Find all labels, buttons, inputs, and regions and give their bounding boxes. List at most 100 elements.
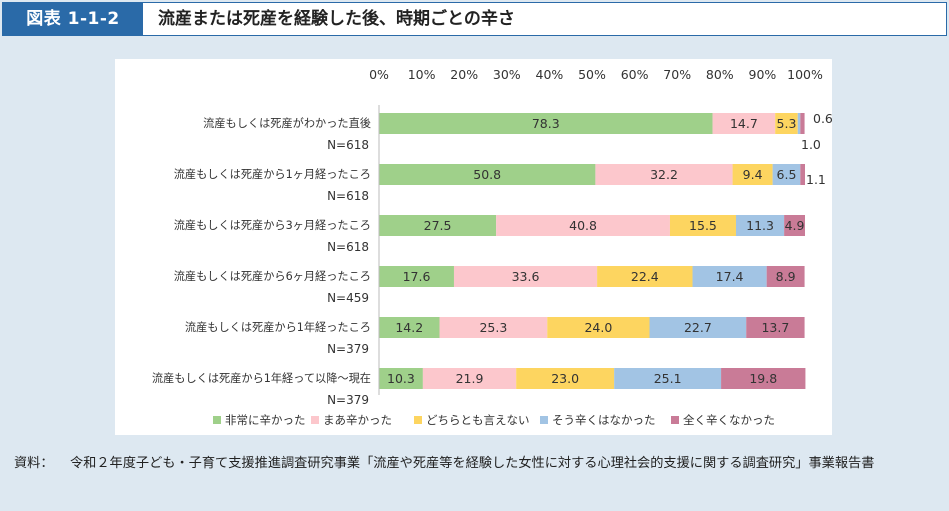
legend-label: 全く辛くなかった: [683, 413, 775, 427]
x-tick-label: 90%: [749, 67, 777, 82]
x-tick-label: 20%: [450, 67, 478, 82]
bar-segment: [797, 113, 801, 134]
bar-segment: [379, 164, 596, 185]
data-label: 0.6: [813, 111, 832, 126]
data-label: 25.3: [479, 320, 507, 335]
data-label: 10.3: [387, 371, 415, 386]
data-label: 27.5: [424, 218, 452, 233]
category-n-label: N=379: [327, 342, 369, 356]
bar-segment: [597, 266, 693, 287]
legend-label: どちらとも言えない: [426, 413, 530, 427]
category-n-label: N=618: [327, 138, 369, 152]
x-tick-label: 60%: [621, 67, 649, 82]
data-label: 15.5: [689, 218, 717, 233]
bar-segment: [721, 368, 806, 389]
category-label: 流産もしくは死産がわかった直後: [203, 116, 371, 130]
data-label: 50.8: [473, 167, 501, 182]
bar-segment: [712, 113, 776, 134]
category-n-label: N=618: [327, 189, 369, 203]
bar-segment: [379, 215, 497, 236]
category-n-label: N=618: [327, 240, 369, 254]
data-label: 17.4: [716, 269, 744, 284]
bar-segment: [379, 368, 423, 389]
data-label: 14.7: [730, 116, 758, 131]
source-text: 令和２年度子ども・子育て支援推進調査研究事業「流産や死産等を経験した女性に対する…: [70, 456, 875, 471]
legend-swatch: [671, 416, 679, 424]
bar-segment: [595, 164, 733, 185]
bar-segment: [516, 368, 615, 389]
category-label: 流産もしくは死産から1ヶ月経ったころ: [174, 167, 371, 181]
data-label: 5.3: [777, 116, 797, 131]
data-label: 6.5: [777, 167, 797, 182]
x-tick-label: 80%: [706, 67, 734, 82]
x-tick-label: 10%: [408, 67, 436, 82]
category-label: 流産もしくは死産から1年経って以降～現在: [152, 371, 371, 385]
bar-segment: [784, 215, 805, 236]
data-label: 11.3: [746, 218, 774, 233]
data-label: 1.0: [801, 137, 821, 152]
data-label: 19.8: [749, 371, 777, 386]
bar-segment: [379, 317, 440, 338]
bar-segment: [496, 215, 670, 236]
bar-segment: [547, 317, 650, 338]
bar-segment: [772, 164, 801, 185]
data-label: 21.9: [456, 371, 484, 386]
category-label: 流産もしくは死産から3ヶ月経ったころ: [174, 218, 371, 232]
chart-panel: 0% 10% 20% 30% 40% 50% 60% 70% 80% 90% 100% 流産もしくは死…: [115, 59, 832, 435]
legend-swatch: [540, 416, 548, 424]
data-label: 1.1: [806, 172, 826, 187]
figure-title: 流産または死産を経験した後、時期ごとの辛さ: [158, 9, 515, 29]
data-label: 24.0: [584, 320, 612, 335]
bar-segment: [379, 266, 454, 287]
bar-segment: [766, 266, 805, 287]
stacked-bar-chart: 0% 10% 20% 30% 40% 50% 60% 70% 80% 90% 100% 流産もしくは死…: [152, 67, 832, 427]
data-label: 13.7: [761, 320, 789, 335]
data-label: 9.4: [743, 167, 763, 182]
legend-swatch: [414, 416, 422, 424]
bar-segment: [614, 368, 722, 389]
x-tick-label: 100%: [787, 67, 823, 82]
data-label: 25.1: [654, 371, 682, 386]
bar-segment: [732, 164, 773, 185]
category-label: 流産もしくは死産から1年経ったころ: [185, 320, 371, 334]
bar-segment: [735, 215, 785, 236]
category-n-label: N=459: [327, 291, 369, 305]
data-label: 4.9: [785, 218, 805, 233]
bar-segment: [800, 164, 805, 185]
x-tick-label: 30%: [493, 67, 521, 82]
category-label: 流産もしくは死産から6ヶ月経ったころ: [174, 269, 371, 283]
legend-label: まあ辛かった: [323, 413, 392, 427]
data-label: 32.2: [650, 167, 678, 182]
bar-segment: [649, 317, 747, 338]
data-label: 22.7: [684, 320, 712, 335]
bar-segment: [439, 317, 548, 338]
data-label: 8.9: [776, 269, 796, 284]
figure-header: 図表 1-1-2 流産または死産を経験した後、時期ごとの辛さ: [2, 2, 947, 36]
x-tick-label: 40%: [536, 67, 564, 82]
data-label: 33.6: [512, 269, 540, 284]
bar-segment: [669, 215, 736, 236]
bar-segment: [775, 113, 798, 134]
data-label: 78.3: [532, 116, 560, 131]
legend-swatch: [213, 416, 221, 424]
figure-label: 図表 1-1-2: [3, 3, 143, 35]
bar-segment: [422, 368, 517, 389]
legend-label: 非常に辛かった: [225, 413, 306, 427]
legend-label: そう辛くはなかった: [552, 413, 656, 427]
data-label: 17.6: [403, 269, 431, 284]
category-n-label: N=379: [327, 393, 369, 407]
data-label: 22.4: [631, 269, 659, 284]
x-tick-label: 50%: [578, 67, 606, 82]
data-label: 14.2: [395, 320, 423, 335]
bar-segment: [746, 317, 805, 338]
bar-segment: [379, 113, 713, 134]
bar-segment: [692, 266, 767, 287]
x-tick-label: 0%: [369, 67, 389, 82]
legend-swatch: [311, 416, 319, 424]
data-label: 40.8: [569, 218, 597, 233]
source-prefix: 資料：: [14, 456, 54, 471]
bar-segment: [800, 113, 805, 134]
x-tick-label: 70%: [663, 67, 691, 82]
data-label: 23.0: [551, 371, 579, 386]
